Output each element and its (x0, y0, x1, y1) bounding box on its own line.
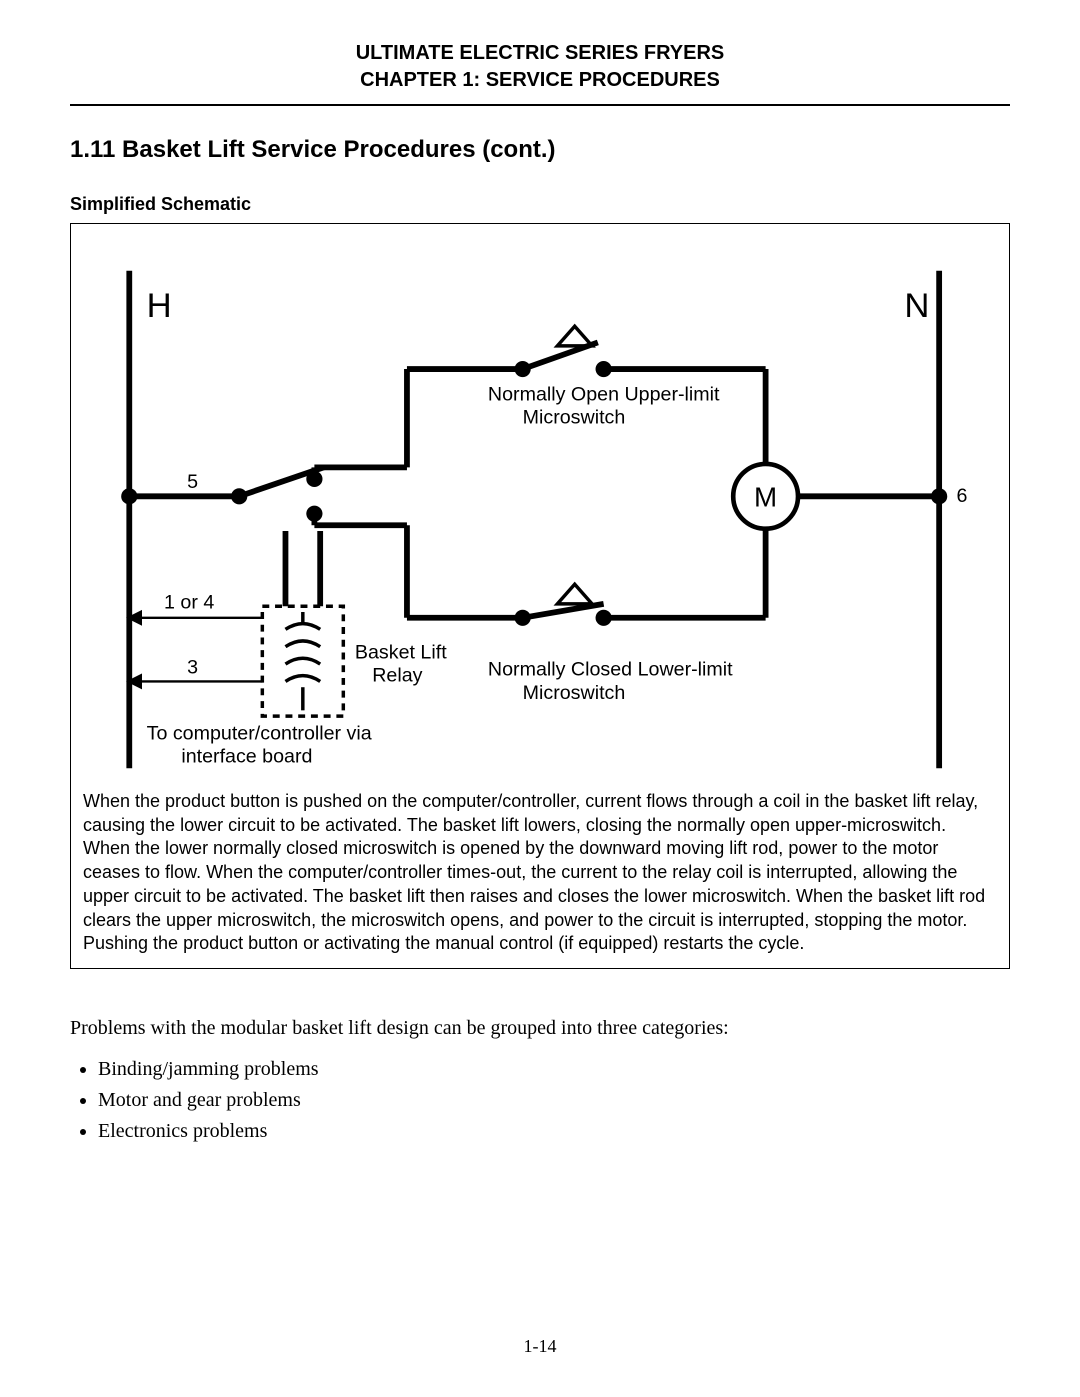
to-computer-label-1: To computer/controller via (147, 722, 372, 744)
n-junction-node (931, 488, 947, 504)
bullet-item: Motor and gear problems (98, 1089, 1010, 1112)
terminal-3-label: 3 (187, 656, 198, 678)
terminal-1or4-label: 1 or 4 (164, 592, 214, 614)
terminal-5-label: 5 (187, 471, 198, 493)
schematic-description: When the product button is pushed on the… (83, 790, 997, 956)
bullet-item: Electronics problems (98, 1120, 1010, 1143)
schematic-subtitle: Simplified Schematic (70, 194, 1010, 215)
header-line-2: CHAPTER 1: SERVICE PROCEDURES (70, 67, 1010, 94)
schematic-diagram: H N 5 (83, 236, 997, 780)
lower-ms-label-2: Microswitch (523, 682, 626, 704)
problems-bullets: Binding/jamming problems Motor and gear … (70, 1058, 1010, 1143)
to-computer-label-2: interface board (181, 745, 312, 767)
terminal-6-label: 6 (957, 485, 968, 507)
header-line-1: ULTIMATE ELECTRIC SERIES FRYERS (70, 40, 1010, 67)
problems-intro-text: Problems with the modular basket lift de… (70, 1017, 1010, 1040)
upper-ms-label-1: Normally Open Upper-limit (488, 383, 720, 405)
upper-ms-actuator-icon (557, 326, 592, 346)
upper-ms-label-2: Microswitch (523, 406, 626, 428)
schematic-container: H N 5 (70, 223, 1010, 969)
lower-ms-arm (523, 604, 604, 618)
lower-ms-actuator-icon (557, 584, 592, 604)
rail-h-label: H (147, 287, 172, 325)
relay-coil-icon (285, 612, 320, 710)
header-rule (70, 104, 1010, 106)
relay-label-2: Relay (372, 664, 422, 686)
motor-label: M (754, 482, 777, 513)
page-header: ULTIMATE ELECTRIC SERIES FRYERS CHAPTER … (70, 40, 1010, 94)
h-junction-node (121, 488, 137, 504)
rail-n-label: N (904, 287, 929, 325)
page: ULTIMATE ELECTRIC SERIES FRYERS CHAPTER … (0, 0, 1080, 1397)
relay-label-1: Basket Lift (355, 641, 447, 663)
bullet-item: Binding/jamming problems (98, 1058, 1010, 1081)
page-number: 1-14 (0, 1336, 1080, 1357)
section-title: 1.11 Basket Lift Service Procedures (con… (70, 136, 1010, 164)
lower-ms-label-1: Normally Closed Lower-limit (488, 659, 733, 681)
